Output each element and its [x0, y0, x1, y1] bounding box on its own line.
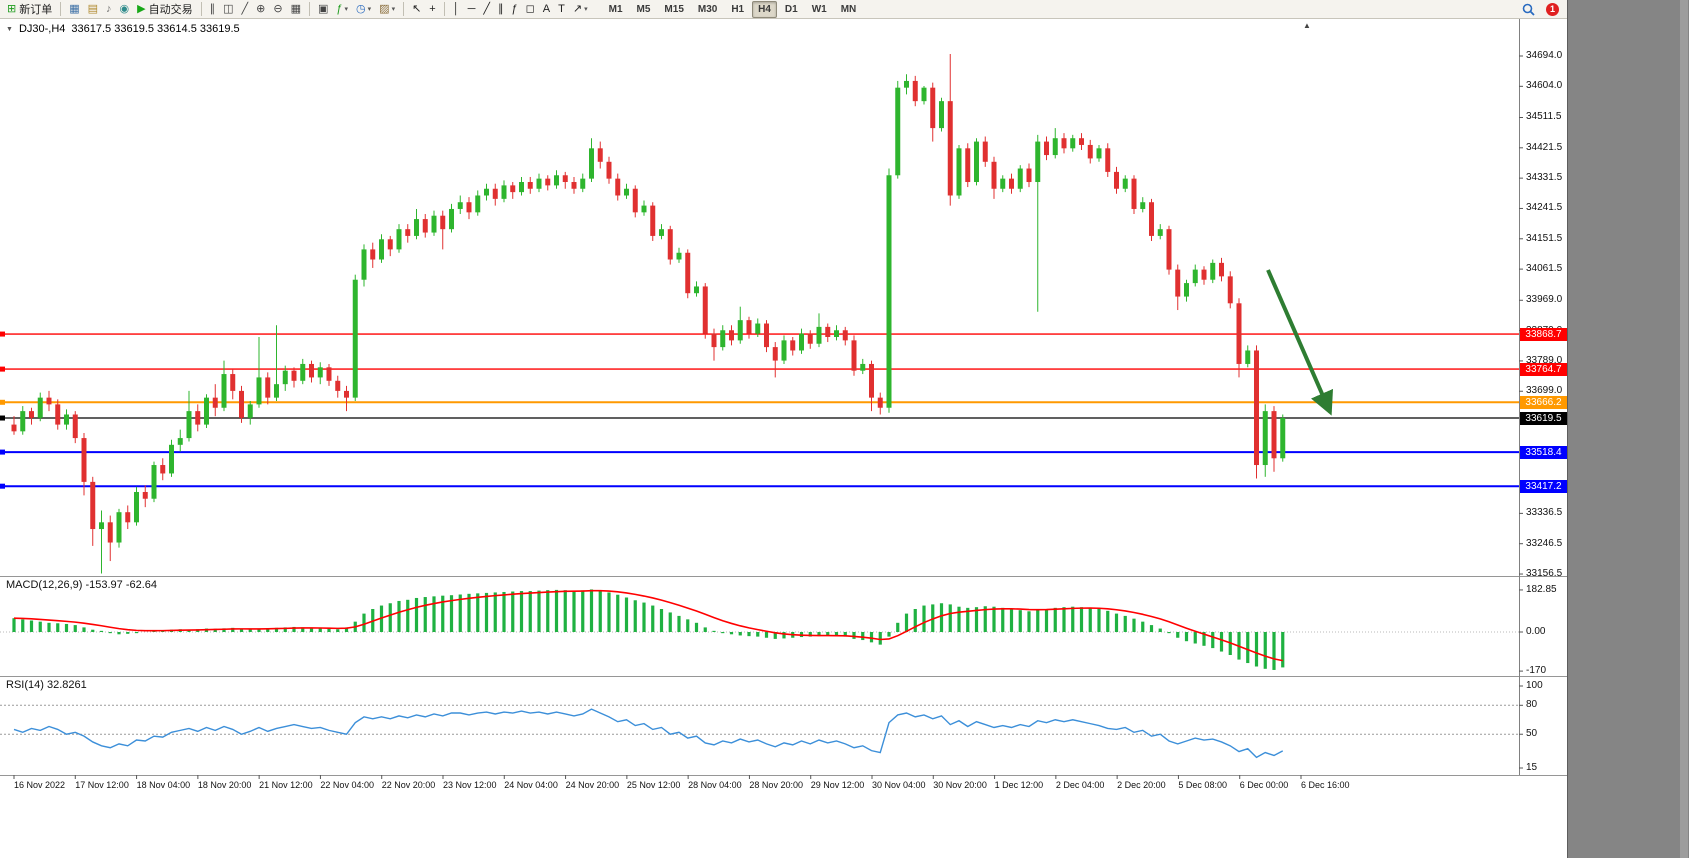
toolbar-separator — [200, 2, 202, 16]
crosshair-button[interactable]: + — [425, 1, 439, 18]
trendline-button[interactable]: ╱ — [479, 1, 494, 18]
sound-button[interactable]: ♪ — [102, 1, 116, 18]
vertical-scrollbar[interactable] — [1680, 0, 1688, 858]
toolbar-right: 1 — [1518, 1, 1564, 18]
market-watch-button[interactable]: ▦ — [65, 1, 83, 18]
fibonacci-button[interactable]: ƒ — [508, 1, 522, 18]
trendline-button-icon: ╱ — [483, 2, 491, 15]
sound-button-icon: ♪ — [106, 2, 112, 15]
timeframe-d1[interactable]: D1 — [784, 3, 798, 15]
data-window-button-icon: ▤ — [87, 2, 99, 15]
toolbar-items: ⊞ 新订单 ▦ ▤ ♪ ◉ ▶ 自动交易 ∥ ◫ ╱ ⊕ ⊖ ▦ ▣ ƒ ▾ ◷ ▾ ▨ ▾ ↖ + │ ─ ╱ ∥ ƒ ◻ A T ↗ ▾ M1… — [3, 0, 863, 19]
symbol-period-label: DJ30-,H4 — [18, 23, 66, 35]
text-button-icon: T — [558, 2, 565, 15]
timeframe-w1[interactable]: W1 — [811, 3, 827, 15]
horizontal-line-button-icon: ─ — [467, 2, 476, 15]
auto-arrange-button[interactable]: ▣ — [314, 1, 332, 18]
arrows-button[interactable]: ↗ ▾ — [569, 1, 592, 18]
timeframe-group: M1 M5 M15 M30 H1 H4 D1 W1 MN — [602, 0, 864, 18]
timeframe-mn[interactable]: MN — [840, 3, 857, 15]
tile-windows-button[interactable]: ▦ — [287, 1, 305, 18]
new-order-button-icon: ⊞ — [7, 2, 17, 15]
zoom-out-button[interactable]: ⊖ — [269, 1, 286, 18]
arrow-label-button[interactable]: A — [539, 1, 554, 18]
data-window-button[interactable]: ▤ — [84, 1, 102, 18]
toolbar-separator — [308, 2, 310, 16]
fibonacci-button-icon: ƒ — [511, 2, 518, 15]
shapes-button-icon: ◻ — [525, 2, 535, 15]
toolbar: ⊞ 新订单 ▦ ▤ ♪ ◉ ▶ 自动交易 ∥ ◫ ╱ ⊕ ⊖ ▦ ▣ ƒ ▾ ◷ ▾ ▨ ▾ ↖ + │ ─ ╱ ∥ ƒ ◻ A T ↗ ▾ M1… — [0, 0, 1567, 19]
arrows-button-dropdown-icon: ▾ — [584, 6, 588, 13]
autotrade-button-icon: ▶ — [137, 2, 146, 15]
crosshair-button-icon: + — [429, 2, 436, 15]
cursor-button[interactable]: ↖ — [408, 1, 425, 18]
autotrade-button[interactable]: ▶ 自动交易 — [133, 1, 196, 18]
periods-button-icon: ◷ — [356, 2, 366, 15]
terminal-button-icon: ◉ — [119, 2, 130, 15]
new-order-button[interactable]: ⊞ 新订单 — [3, 1, 56, 18]
terminal-button[interactable]: ◉ — [116, 1, 134, 18]
periods-button[interactable]: ◷ ▾ — [352, 1, 375, 18]
ohlc-values: 33617.5 33619.5 33614.5 33619.5 — [71, 23, 240, 35]
candlestick-type-button-icon: ◫ — [223, 2, 234, 15]
macd-label: MACD(12,26,9) -153.97 -62.64 — [6, 579, 158, 591]
line-chart-type-button[interactable]: ╱ — [238, 1, 253, 18]
right-outside-area — [1567, 0, 1689, 858]
notification-badge[interactable]: 1 — [1546, 2, 1559, 16]
chart-title: ▼ DJ30-,H4 33617.5 33619.5 33614.5 33619… — [6, 23, 240, 35]
zoom-in-button-icon: ⊕ — [256, 2, 266, 15]
timeframe-h1[interactable]: H1 — [731, 3, 745, 15]
line-chart-type-button-icon: ╱ — [241, 2, 249, 15]
channel-button-icon: ∥ — [498, 2, 504, 15]
indicators-button-dropdown-icon: ▾ — [344, 6, 349, 13]
chart-area[interactable] — [0, 19, 1567, 858]
horizontal-line-button[interactable]: ─ — [464, 1, 480, 18]
channel-button[interactable]: ∥ — [494, 1, 508, 18]
toolbar-separator — [443, 2, 445, 16]
auto-arrange-button-icon: ▣ — [317, 2, 329, 15]
arrow-label-button-icon: A — [542, 2, 551, 15]
vertical-line-button-icon: │ — [452, 2, 460, 15]
shapes-button[interactable]: ◻ — [522, 1, 539, 18]
market-watch-button-icon: ▦ — [69, 2, 80, 15]
periods-button-dropdown-icon: ▾ — [367, 6, 372, 13]
bar-chart-type-button[interactable]: ∥ — [206, 1, 220, 18]
arrows-button-icon: ↗ — [572, 2, 583, 15]
vertical-line-button[interactable]: │ — [449, 1, 464, 18]
tile-windows-button-icon: ▦ — [290, 2, 301, 15]
zoom-out-button-icon: ⊖ — [273, 2, 283, 15]
templates-button[interactable]: ▨ ▾ — [375, 1, 399, 18]
zoom-in-button[interactable]: ⊕ — [252, 1, 269, 18]
timeframe-h4[interactable]: H4 — [752, 0, 777, 18]
indicators-button-icon: ƒ — [336, 2, 343, 15]
candlestick-type-button[interactable]: ◫ — [219, 1, 237, 18]
bar-chart-type-button-icon: ∥ — [209, 2, 216, 15]
autotrade-button-label: 自动交易 — [148, 4, 193, 16]
timeframe-m15[interactable]: M15 — [664, 3, 684, 15]
indicators-button[interactable]: ƒ ▾ — [332, 1, 352, 18]
chart-menu-icon[interactable]: ▼ — [6, 25, 13, 33]
search-icon[interactable] — [1518, 1, 1539, 18]
templates-button-dropdown-icon: ▾ — [391, 6, 396, 13]
new-order-button-label: 新订单 — [19, 4, 53, 16]
rsi-label: RSI(14) 32.8261 — [6, 679, 87, 691]
timeframe-m1[interactable]: M1 — [608, 3, 623, 15]
timeframe-m30[interactable]: M30 — [697, 3, 718, 15]
toolbar-separator — [403, 2, 405, 16]
timeframe-m5[interactable]: M5 — [636, 3, 651, 15]
templates-button-icon: ▨ — [379, 2, 390, 15]
cursor-button-icon: ↖ — [412, 2, 422, 15]
toolbar-separator — [60, 2, 62, 16]
text-button[interactable]: T — [554, 1, 569, 18]
